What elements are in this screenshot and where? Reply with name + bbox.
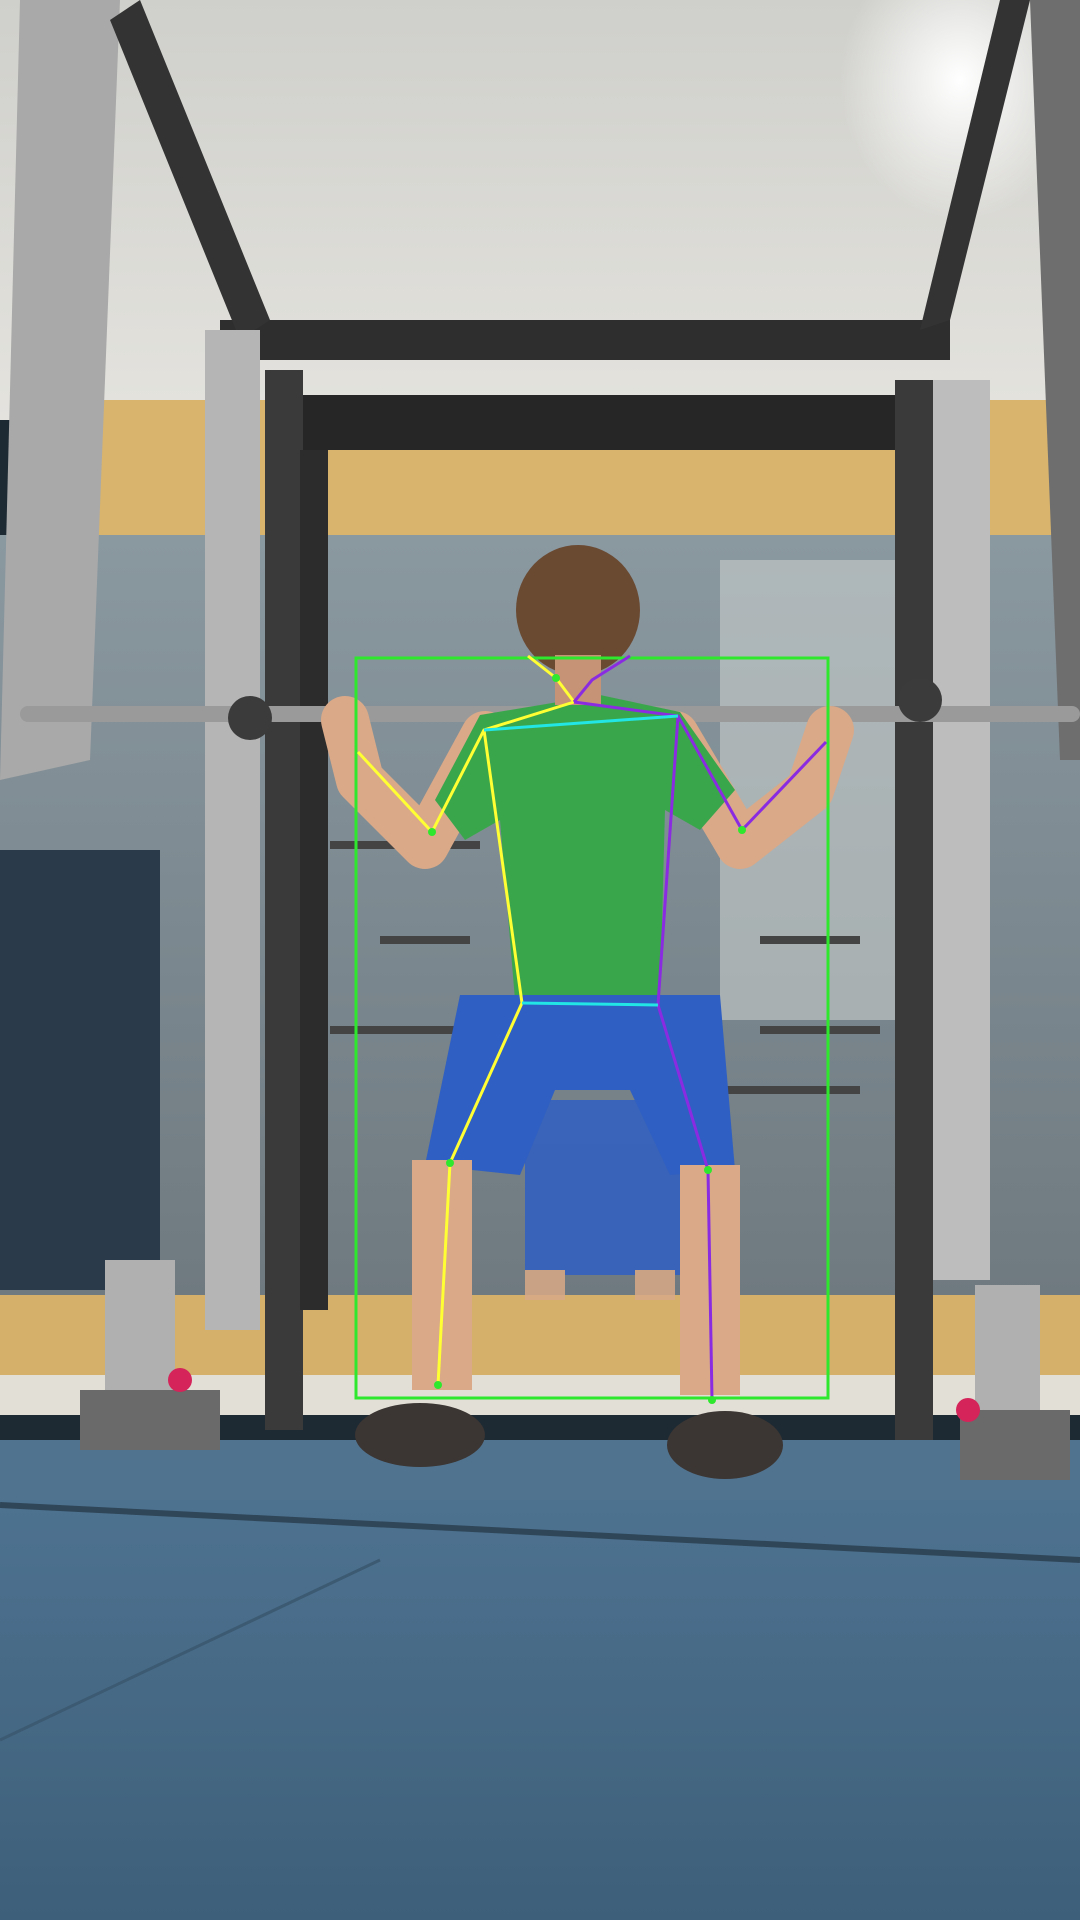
floor xyxy=(0,1500,1080,1920)
left-torso-skeleton xyxy=(436,729,524,1386)
rack-upright-right xyxy=(930,380,990,1280)
shorts xyxy=(425,995,735,1175)
spring-left xyxy=(105,1260,175,1390)
mirror-dark-left xyxy=(0,850,160,1290)
spring-right xyxy=(975,1285,1040,1410)
pin-left xyxy=(168,1368,192,1392)
right-face-skeleton xyxy=(572,654,631,703)
pin-right xyxy=(956,1398,980,1422)
keypoints xyxy=(428,674,746,1404)
rack-top-beam xyxy=(220,320,950,360)
left-leg xyxy=(412,1160,472,1390)
rack-foot-right xyxy=(960,1410,1070,1480)
person-bounding-box xyxy=(354,656,830,1400)
barbell-collar-left xyxy=(228,696,272,740)
rack-upright-left-inner xyxy=(265,370,303,1430)
head xyxy=(516,545,640,675)
floor-seam xyxy=(0,1502,1080,1563)
right-torso-skeleton xyxy=(656,715,714,1401)
rack-foot-left xyxy=(80,1390,220,1450)
left-shoe xyxy=(355,1403,485,1467)
rack-upright-left xyxy=(205,330,260,1330)
rack-upright-left-back xyxy=(300,450,328,1310)
barbell-collar-right xyxy=(898,678,942,722)
rack-upright-right-inner xyxy=(895,380,933,1440)
rack-beam-left xyxy=(110,0,270,340)
hip-line xyxy=(521,1001,659,1007)
rack-upright-far-right xyxy=(1030,0,1080,760)
rack-beam-right xyxy=(920,0,1030,330)
right-arm-skeleton xyxy=(573,700,828,833)
right-shoe xyxy=(667,1411,783,1479)
rack-upright-far-left xyxy=(0,0,120,780)
shoulder-line xyxy=(483,714,679,732)
floor-tile-line xyxy=(0,1558,381,1742)
pose-overlay xyxy=(354,654,830,1404)
ceiling-light xyxy=(840,0,1080,220)
left-arm-skeleton xyxy=(356,700,575,835)
rack-cross-beam xyxy=(290,395,910,450)
